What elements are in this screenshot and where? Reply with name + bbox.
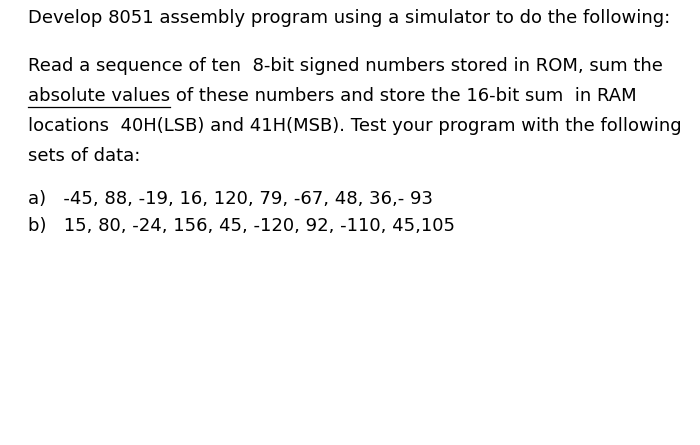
Text: locations  40H(LSB) and 41H(MSB). Test your program with the following: locations 40H(LSB) and 41H(MSB). Test yo…: [28, 117, 682, 135]
Text: Develop 8051 assembly program using a simulator to do the following:: Develop 8051 assembly program using a si…: [28, 9, 671, 27]
Text: absolute values of these numbers and store the 16-bit sum  in RAM: absolute values of these numbers and sto…: [28, 87, 636, 105]
Text: a)   -45, 88, -19, 16, 120, 79, -67, 48, 36,- 93: a) -45, 88, -19, 16, 120, 79, -67, 48, 3…: [28, 190, 433, 208]
Text: b)   15, 80, -24, 156, 45, -120, 92, -110, 45,105: b) 15, 80, -24, 156, 45, -120, 92, -110,…: [28, 217, 455, 235]
Text: Read a sequence of ten  8-bit signed numbers stored in ROM, sum the: Read a sequence of ten 8-bit signed numb…: [28, 57, 663, 75]
Text: sets of data:: sets of data:: [28, 147, 141, 165]
